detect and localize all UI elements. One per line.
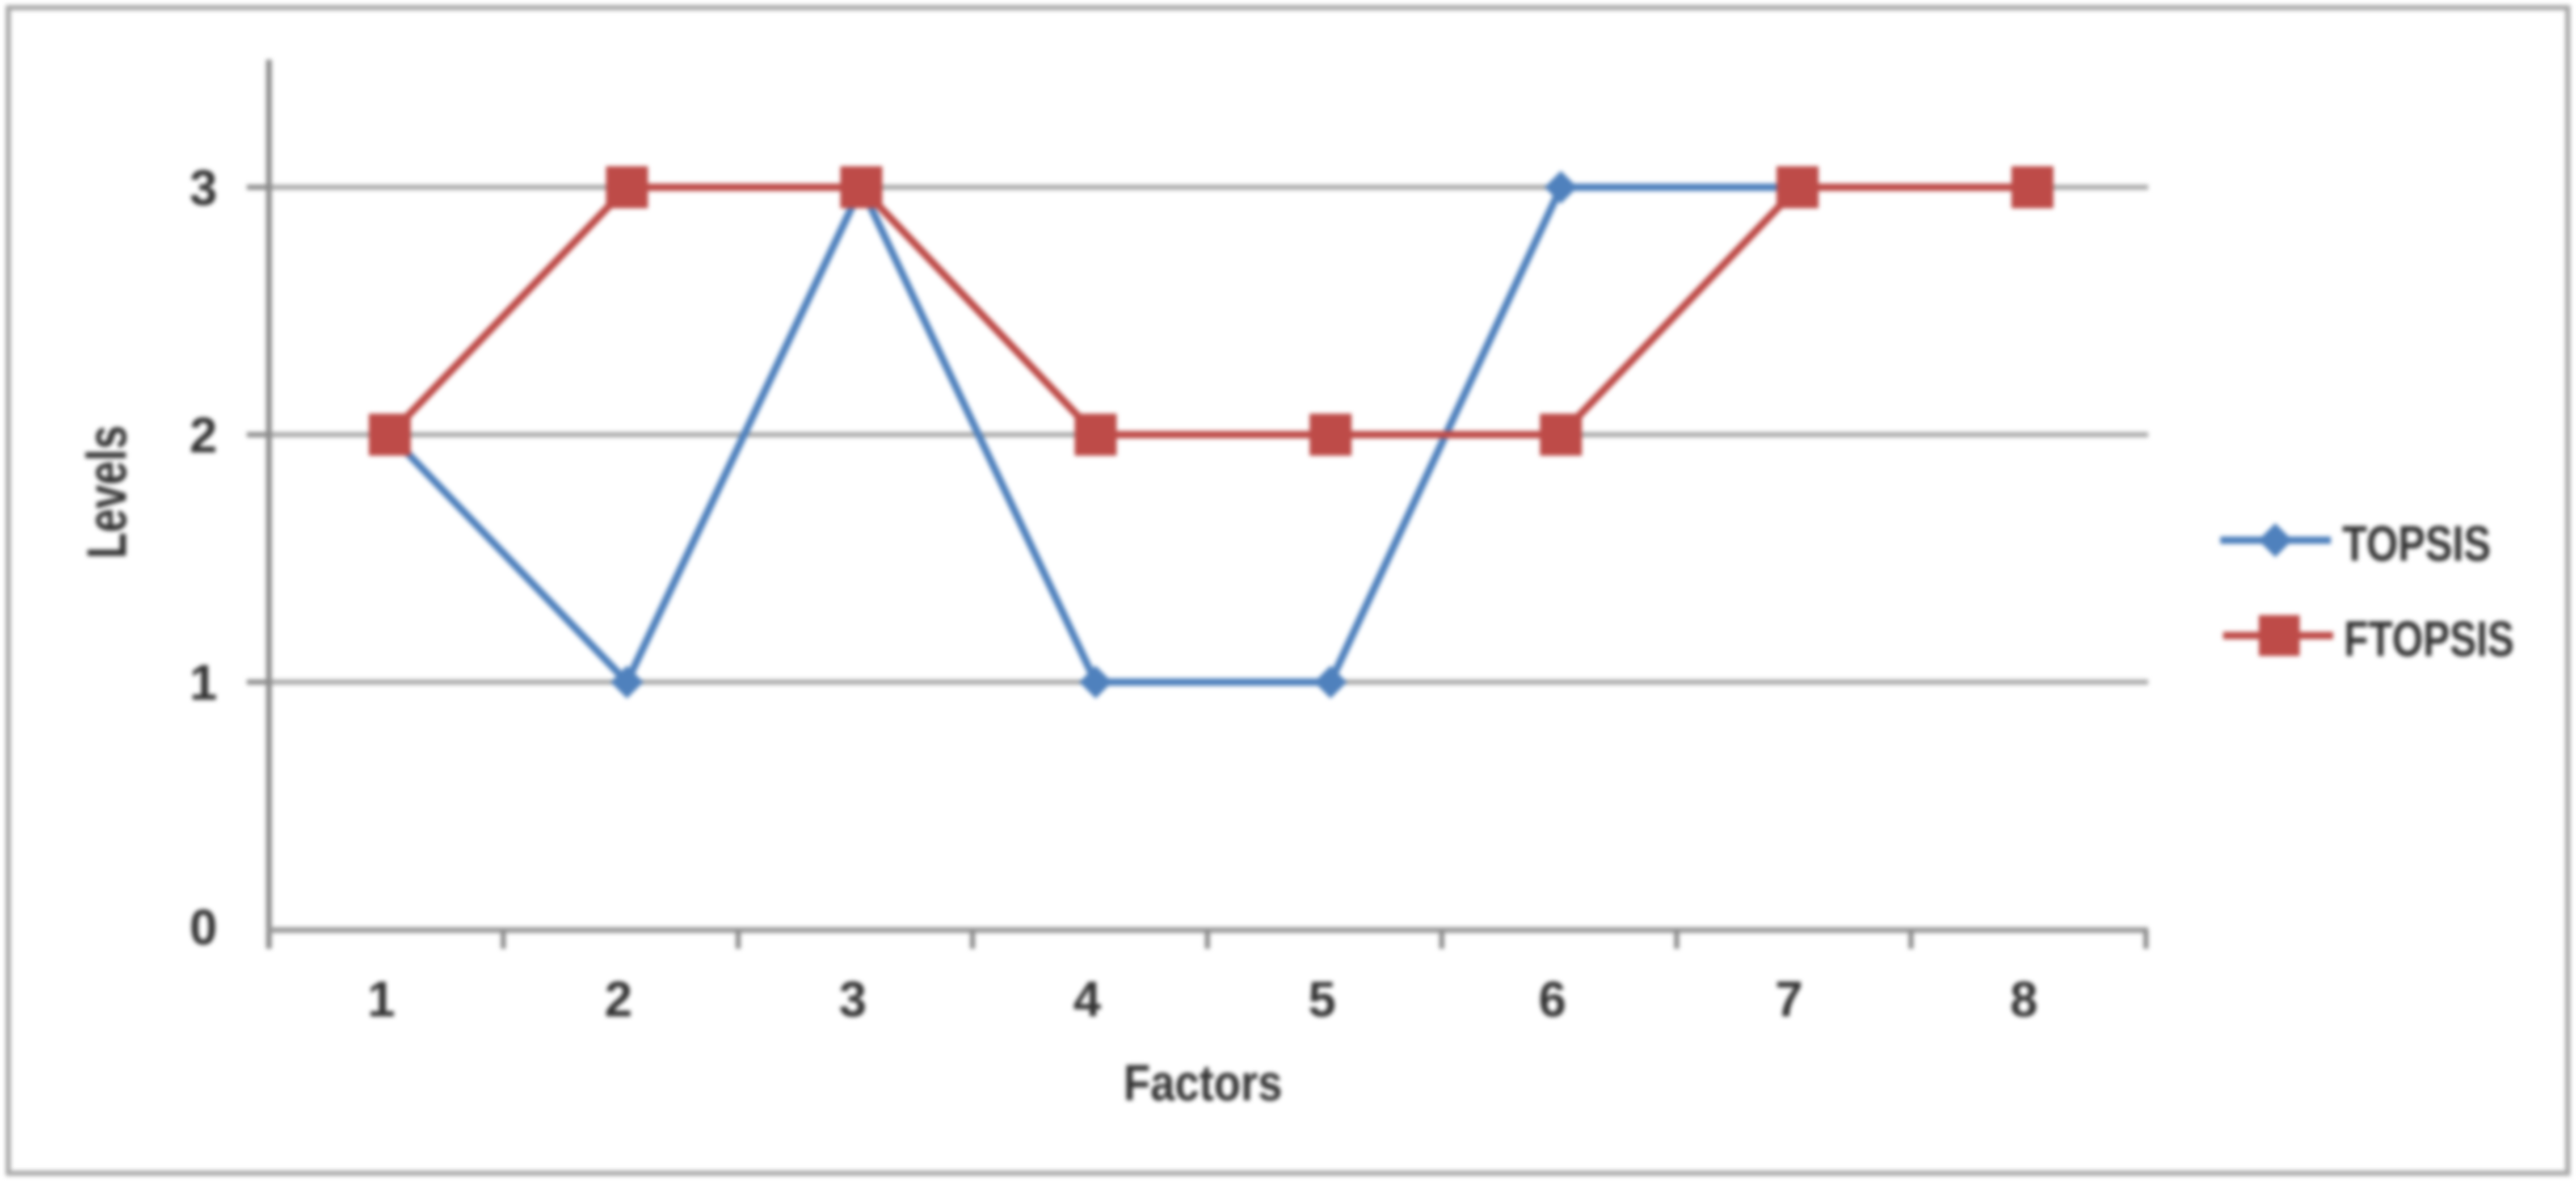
svg-text:FTOPSIS: FTOPSIS <box>2344 611 2514 667</box>
svg-text:4: 4 <box>1074 971 1101 1027</box>
svg-text:1: 1 <box>368 971 395 1027</box>
svg-text:2: 2 <box>605 971 633 1027</box>
svg-text:8: 8 <box>2010 971 2038 1027</box>
svg-text:TOPSIS: TOPSIS <box>2342 515 2491 571</box>
svg-text:3: 3 <box>839 971 867 1027</box>
svg-text:6: 6 <box>1539 971 1567 1027</box>
svg-text:2: 2 <box>190 407 217 463</box>
svg-text:Levels: Levels <box>75 426 138 559</box>
svg-text:3: 3 <box>190 159 217 216</box>
svg-text:1: 1 <box>190 654 217 710</box>
svg-text:0: 0 <box>190 899 217 955</box>
svg-text:7: 7 <box>1775 971 1803 1027</box>
svg-text:Factors: Factors <box>1123 1055 1282 1112</box>
svg-text:5: 5 <box>1308 971 1336 1027</box>
